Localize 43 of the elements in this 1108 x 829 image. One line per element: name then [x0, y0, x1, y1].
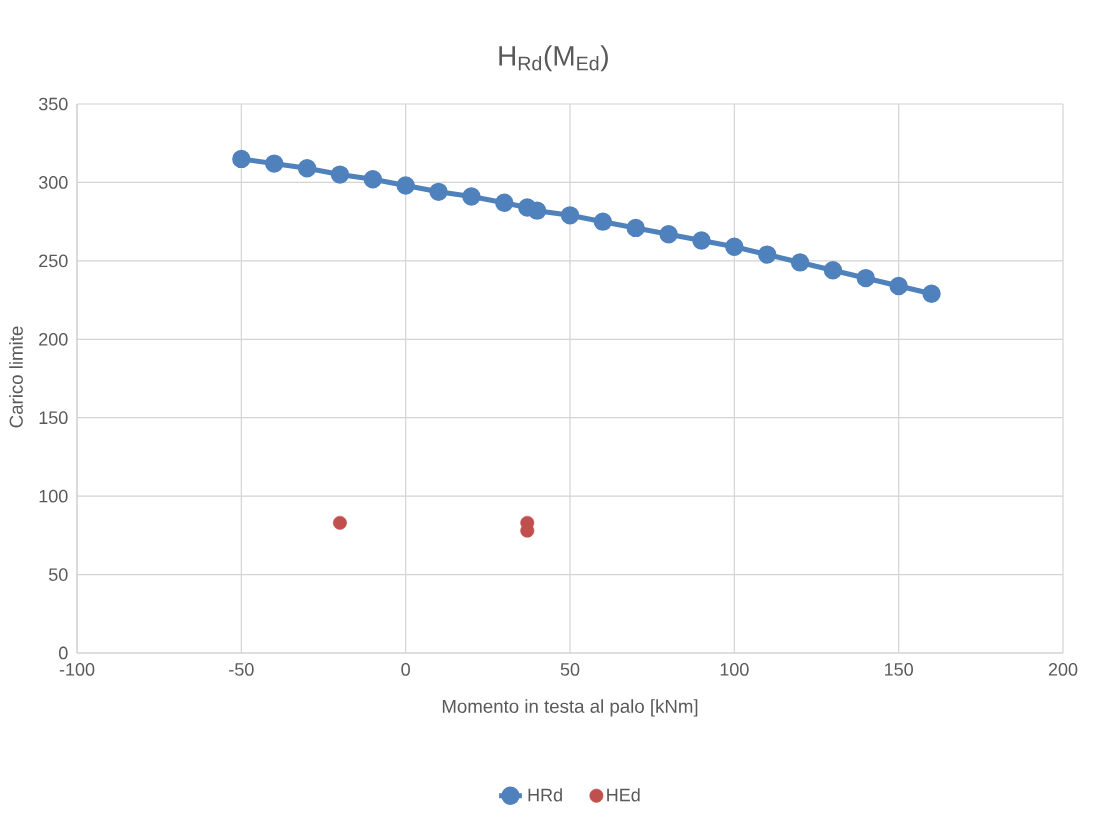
- point: [856, 268, 875, 288]
- point: [363, 170, 383, 189]
- x-tick-label: -50: [229, 663, 254, 676]
- x-tick-label: -100: [59, 663, 95, 676]
- point: [330, 165, 350, 184]
- x-tick-label: 0: [401, 663, 410, 676]
- point: [396, 176, 415, 195]
- point: [922, 284, 941, 303]
- y-tick-label: 300: [38, 176, 68, 189]
- x-tick-label: 150: [885, 663, 913, 676]
- point: [333, 515, 347, 530]
- point: [297, 159, 317, 178]
- point: [823, 261, 843, 280]
- y-tick-label: 350: [38, 97, 68, 111]
- legend-label: HRd: [528, 788, 562, 802]
- point: [790, 253, 810, 272]
- y-tick-label: 100: [39, 489, 68, 503]
- point: [659, 224, 678, 244]
- x-tick-label: 200: [1048, 663, 1078, 676]
- chart-title: H$_{Rd}$(M$_{Ed}$): [499, 45, 608, 72]
- point: [265, 154, 284, 173]
- point: [232, 149, 251, 169]
- point: [495, 193, 514, 213]
- x-axis-title: Momento in testa al palo [kNm]: [442, 699, 698, 717]
- y-tick-label: 50: [48, 568, 68, 581]
- x-tick-label: 50: [560, 663, 580, 676]
- point: [560, 206, 580, 225]
- point: [429, 182, 448, 202]
- point: [889, 276, 908, 296]
- point: [462, 187, 481, 206]
- legend-label: HEd: [607, 788, 640, 802]
- y-axis-title: Carico limite: [9, 326, 23, 428]
- y-tick-label: 150: [39, 411, 68, 425]
- point: [527, 201, 547, 220]
- y-tick-label: 0: [59, 646, 68, 660]
- point: [692, 231, 711, 250]
- point: [725, 237, 744, 256]
- point: [626, 218, 645, 238]
- x-tick-label: 100: [720, 663, 749, 676]
- point: [593, 212, 613, 231]
- y-tick-label: 200: [39, 332, 68, 346]
- point: [757, 245, 777, 264]
- y-tick-label: 250: [39, 254, 68, 268]
